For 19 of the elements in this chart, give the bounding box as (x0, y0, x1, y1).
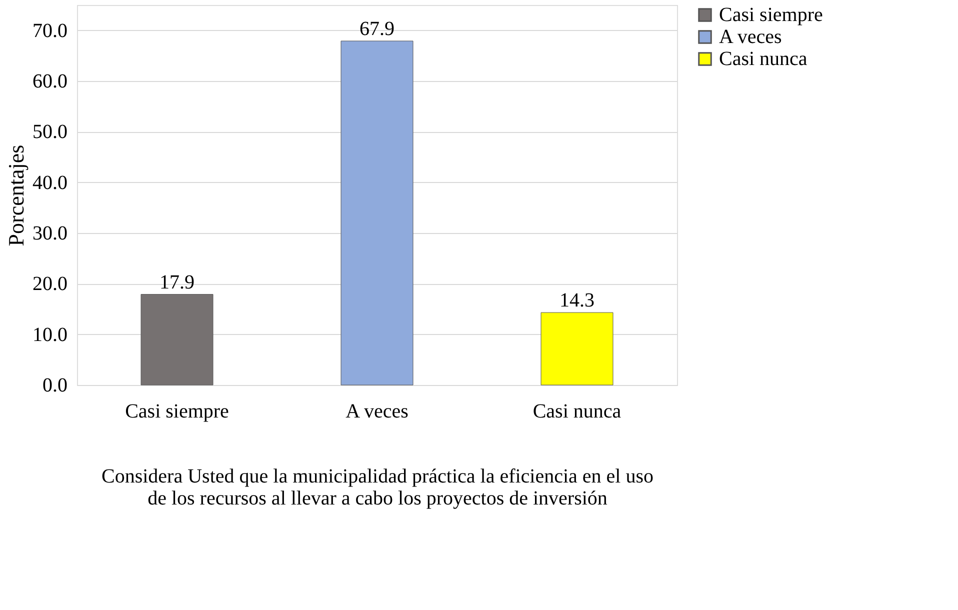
y-tick-label: 60.0 (32, 70, 68, 92)
legend-label: A veces (719, 26, 782, 48)
x-tick-label: Casi nunca (532, 400, 622, 422)
y-tick-label: 70.0 (32, 20, 68, 42)
y-tick-label: 0.0 (42, 374, 68, 396)
y-tick-label: 10.0 (32, 324, 68, 346)
legend-label: Casi nunca (719, 48, 808, 70)
data-label: 67.9 (360, 18, 394, 40)
legend-label: Casi siempre (719, 4, 823, 26)
y-tick-label: 50.0 (32, 121, 68, 144)
data-label: 17.9 (160, 271, 194, 294)
y-tick-label: 30.0 (32, 222, 68, 244)
y-tick-label: 20.0 (32, 273, 68, 296)
y-axis-title: Porcentajes (4, 144, 28, 246)
x-tick-label: A veces (346, 400, 409, 422)
x-tick-label: Casi siempre (125, 400, 230, 422)
data-label: 14.3 (560, 290, 594, 312)
x-axis-title: Considera Usted que la municipalidad práctica la eficiencia en el uso de los recursos al llevar a cabo los proyectos de inversión (101, 466, 654, 510)
y-tick-label: 40.0 (32, 172, 68, 194)
